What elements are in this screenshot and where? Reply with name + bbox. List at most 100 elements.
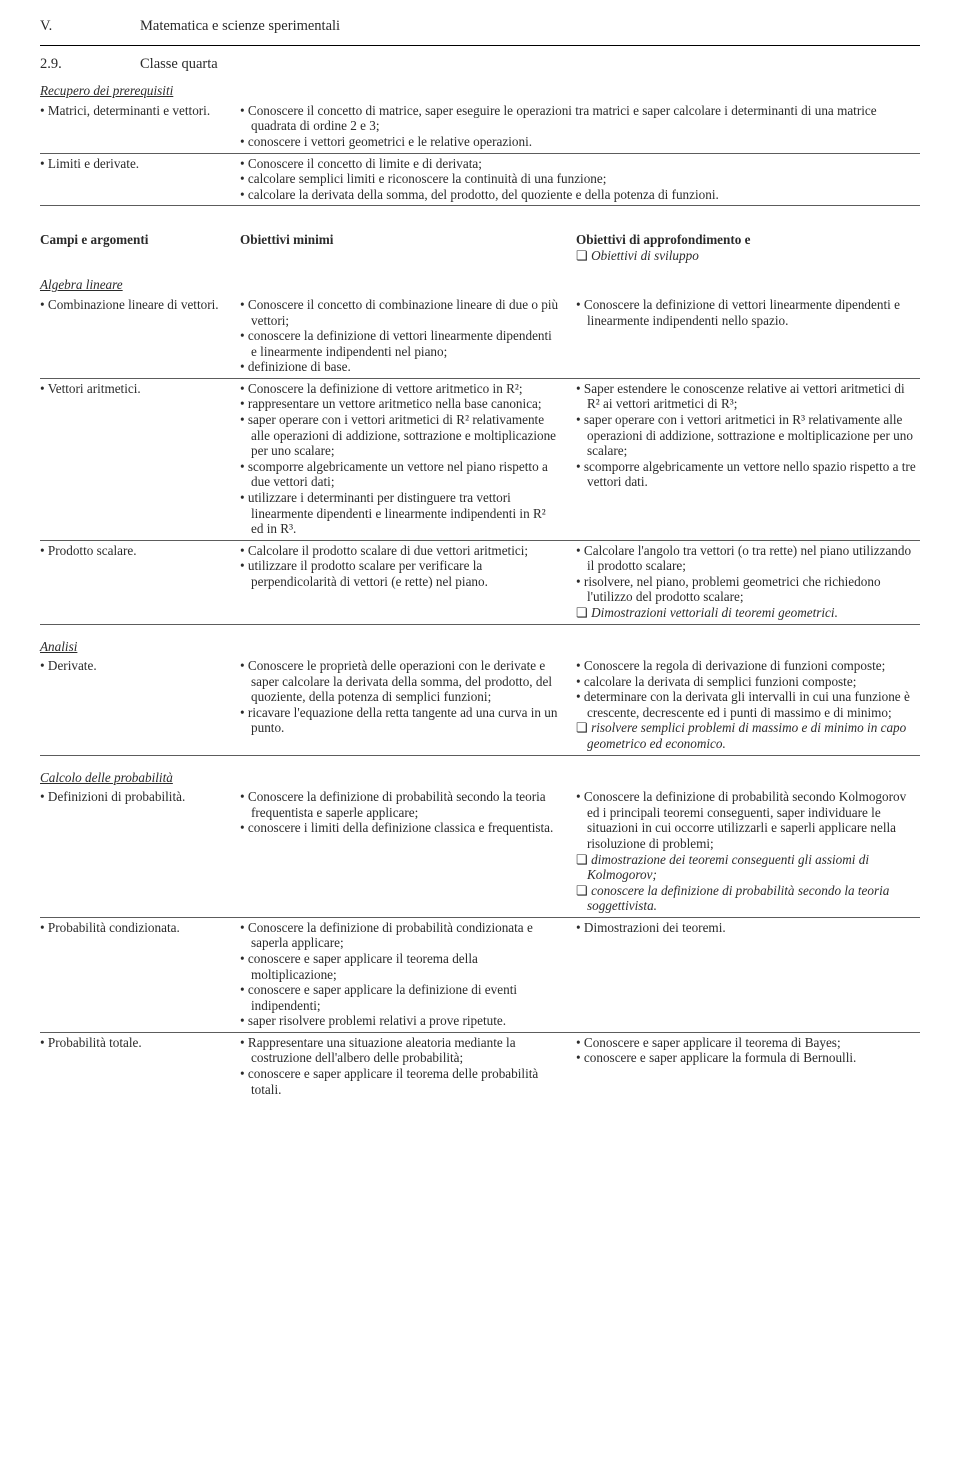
table-row: Vettori aritmetici.Conoscere la definizi… — [40, 379, 920, 541]
list-item: rappresentare un vettore aritmetico nell… — [240, 396, 560, 412]
col3-header-line2: Obiettivi di sviluppo — [576, 248, 699, 263]
table-row: Limiti e derivate.Conoscere il concetto … — [40, 154, 920, 207]
bullet-list: Matrici, determinanti e vettori. — [40, 103, 240, 119]
list-item: conoscere e saper applicare il teorema d… — [240, 1066, 560, 1097]
row-min-objectives: Calcolare il prodotto scalare di due vet… — [240, 543, 560, 621]
list-item: Dimostrazioni dei teoremi. — [576, 920, 920, 936]
bullet-list: Conoscere la definizione di probabilità … — [240, 789, 560, 836]
list-item: Conoscere il concetto di matrice, saper … — [240, 103, 920, 134]
list-item: ricavare l'equazione della retta tangent… — [240, 705, 560, 736]
list-item: Matrici, determinanti e vettori. — [40, 103, 240, 119]
row-topic: Vettori aritmetici. — [40, 381, 240, 537]
row-adv-objectives: Dimostrazioni dei teoremi. — [560, 920, 920, 1029]
list-item: Conoscere e saper applicare il teorema d… — [576, 1035, 920, 1051]
content-blocks: Algebra lineare Combinazione lineare di v… — [40, 277, 920, 1100]
bullet-list: Limiti e derivate. — [40, 156, 240, 172]
bullet-list: Prodotto scalare. — [40, 543, 240, 559]
chapter-title: Matematica e scienze sperimentali — [140, 18, 340, 35]
row-topic: Probabilità condizionata. — [40, 920, 240, 1029]
table-row: Prodotto scalare.Calcolare il prodotto s… — [40, 541, 920, 625]
list-item: utilizzare il prodotto scalare per verif… — [240, 558, 560, 589]
bullet-list: Dimostrazioni dei teoremi. — [576, 920, 920, 936]
row-objectives: Conoscere il concetto di limite e di der… — [240, 156, 920, 203]
list-item: scomporre algebricamente un vettore nell… — [576, 459, 920, 490]
heading-rule — [40, 45, 920, 46]
row-topic: Derivate. — [40, 658, 240, 751]
list-item: Probabilità totale. — [40, 1035, 240, 1051]
row-min-objectives: Conoscere la definizione di vettore arit… — [240, 381, 560, 537]
list-item: Probabilità condizionata. — [40, 920, 240, 936]
block-title: Algebra lineare — [40, 277, 920, 293]
list-item: Conoscere le proprietà delle operazioni … — [240, 658, 560, 705]
col2-header: Obiettivi minimi — [240, 232, 560, 263]
table-row: Derivate.Conoscere le proprietà delle op… — [40, 656, 920, 755]
bullet-list: Combinazione lineare di vettori. — [40, 297, 240, 313]
prereq-table: Matrici, determinanti e vettori.Conoscer… — [40, 101, 920, 206]
row-adv-objectives: Saper estendere le conoscenze relative a… — [560, 381, 920, 537]
row-min-objectives: Rappresentare una situazione aleatoria m… — [240, 1035, 560, 1097]
table-row: Probabilità condizionata.Conoscere la de… — [40, 918, 920, 1033]
list-item: Conoscere la definizione di probabilità … — [240, 920, 560, 951]
bullet-list: Conoscere le proprietà delle operazioni … — [240, 658, 560, 736]
col1-header: Campi e argomenti — [40, 232, 240, 263]
list-item: saper risolvere problemi relativi a prov… — [240, 1013, 560, 1029]
row-topic: Combinazione lineare di vettori. — [40, 297, 240, 375]
list-item: calcolare la derivata di semplici funzio… — [576, 674, 920, 690]
list-item: conoscere la definizione di vettori line… — [240, 328, 560, 359]
table-row: Probabilità totale.Rappresentare una sit… — [40, 1033, 920, 1100]
list-item: conoscere la definizione di probabilità … — [576, 883, 920, 914]
list-item: saper operare con i vettori aritmetici d… — [240, 412, 560, 459]
list-item: Conoscere la regola di derivazione di fu… — [576, 658, 920, 674]
list-item: conoscere i vettori geometrici e le rela… — [240, 134, 920, 150]
list-item: Conoscere il concetto di combinazione li… — [240, 297, 560, 328]
bullet-list: Vettori aritmetici. — [40, 381, 240, 397]
bullet-list: Saper estendere le conoscenze relative a… — [576, 381, 920, 490]
row-objectives: Conoscere il concetto di matrice, saper … — [240, 103, 920, 150]
block-title: Analisi — [40, 639, 920, 655]
list-item: Conoscere la definizione di vettore arit… — [240, 381, 560, 397]
list-item: Dimostrazioni vettoriali di teoremi geom… — [576, 605, 920, 621]
list-item: Calcolare il prodotto scalare di due vet… — [240, 543, 560, 559]
table-row: Combinazione lineare di vettori.Conoscer… — [40, 295, 920, 379]
list-item: risolvere semplici problemi di massimo e… — [576, 720, 920, 751]
bullet-list: Rappresentare una situazione aleatoria m… — [240, 1035, 560, 1097]
list-item: conoscere i limiti della definizione cla… — [240, 820, 560, 836]
list-item: saper operare con i vettori aritmetici i… — [576, 412, 920, 459]
row-adv-objectives: Calcolare l'angolo tra vettori (o tra re… — [560, 543, 920, 621]
bullet-list: Conoscere la definizione di vettori line… — [576, 297, 920, 328]
row-min-objectives: Conoscere la definizione di probabilità … — [240, 789, 560, 914]
table-row: Definizioni di probabilità.Conoscere la … — [40, 787, 920, 918]
list-item: conoscere e saper applicare la formula d… — [576, 1050, 920, 1066]
section-title: Classe quarta — [140, 56, 218, 73]
row-adv-objectives: Conoscere e saper applicare il teorema d… — [560, 1035, 920, 1097]
row-min-objectives: Conoscere il concetto di combinazione li… — [240, 297, 560, 375]
row-topic: Probabilità totale. — [40, 1035, 240, 1097]
list-item: scomporre algebricamente un vettore nel … — [240, 459, 560, 490]
table-header: Campi e argomenti Obiettivi minimi Obiet… — [40, 232, 920, 263]
list-item: Conoscere la definizione di probabilità … — [240, 789, 560, 820]
bullet-list: Calcolare il prodotto scalare di due vet… — [240, 543, 560, 590]
list-item: conoscere e saper applicare la definizio… — [240, 982, 560, 1013]
list-item: Vettori aritmetici. — [40, 381, 240, 397]
chapter-number: V. — [40, 18, 140, 35]
chapter-heading: V. Matematica e scienze sperimentali — [40, 18, 920, 35]
list-item: Combinazione lineare di vettori. — [40, 297, 240, 313]
bullet-list: Conoscere la definizione di probabilità … — [576, 789, 920, 914]
bullet-list: Conoscere il concetto di combinazione li… — [240, 297, 560, 375]
bullet-list: Conoscere la definizione di probabilità … — [240, 920, 560, 1029]
list-item: Conoscere la definizione di probabilità … — [576, 789, 920, 851]
row-min-objectives: Conoscere la definizione di probabilità … — [240, 920, 560, 1029]
list-item: Conoscere il concetto di limite e di der… — [240, 156, 920, 172]
list-item: Definizioni di probabilità. — [40, 789, 240, 805]
block-title: Calcolo delle probabilità — [40, 770, 920, 786]
col3-header: Obiettivi di approfondimento e Obiettivi… — [560, 232, 920, 263]
list-item: definizione di base. — [240, 359, 560, 375]
bullet-list: Definizioni di probabilità. — [40, 789, 240, 805]
row-adv-objectives: Conoscere la regola di derivazione di fu… — [560, 658, 920, 751]
list-item: Derivate. — [40, 658, 240, 674]
bullet-list: Conoscere il concetto di matrice, saper … — [240, 103, 920, 150]
page: V. Matematica e scienze sperimentali 2.9… — [20, 0, 940, 1140]
bullet-list: Probabilità condizionata. — [40, 920, 240, 936]
table-row: Matrici, determinanti e vettori.Conoscer… — [40, 101, 920, 154]
bullet-list: Derivate. — [40, 658, 240, 674]
